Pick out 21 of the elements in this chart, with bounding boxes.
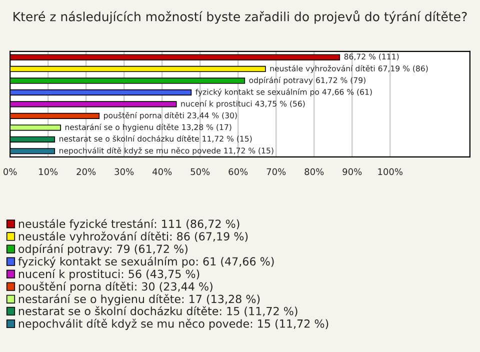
x-tick-label: 30%	[114, 168, 134, 176]
legend-label: nucení k prostituci: 56 (43,75 %)	[18, 269, 200, 280]
legend-label: neustále vyhrožování dítěti: 86 (67,19 %)	[18, 231, 248, 243]
x-tick-label: 70%	[266, 168, 286, 176]
x-tick-label: 90%	[342, 168, 362, 176]
x-tick-label: 40%	[152, 168, 172, 176]
x-tick-label: 20%	[76, 168, 96, 176]
legend-label: pouštění porna dítěti: 30 (23,44 %)	[18, 282, 212, 293]
x-tick-label: 10%	[39, 168, 58, 176]
x-tick-label: 60%	[228, 168, 248, 176]
x-tick-label: 80%	[304, 168, 324, 176]
legend-label: odpírání potravy: 79 (61,72 %)	[18, 244, 188, 256]
legend-label: nestarat se o školní docházku dítěte: 15 (11,72 %)	[18, 306, 298, 317]
chart-title: Které z následujících možností byste zařadili do projevů do týrání dítěte?	[14, 10, 467, 24]
x-tick-label: 100%	[378, 168, 403, 176]
legend-label: nestarání se o hygienu dítěte: 17 (13,28 %)	[18, 294, 260, 306]
legend-label: fyzický kontakt se sexuálním po: 61 (47,66 %)	[18, 256, 274, 268]
x-tick-label: 0%	[4, 168, 17, 176]
legend-label: neustále fyzické trestání: 111 (86,72 %)	[18, 218, 240, 230]
x-tick-label: 50%	[190, 168, 210, 176]
legend-label: nepochválit dítě když se mu něco povede: 15 (11,72 %)	[18, 318, 328, 330]
